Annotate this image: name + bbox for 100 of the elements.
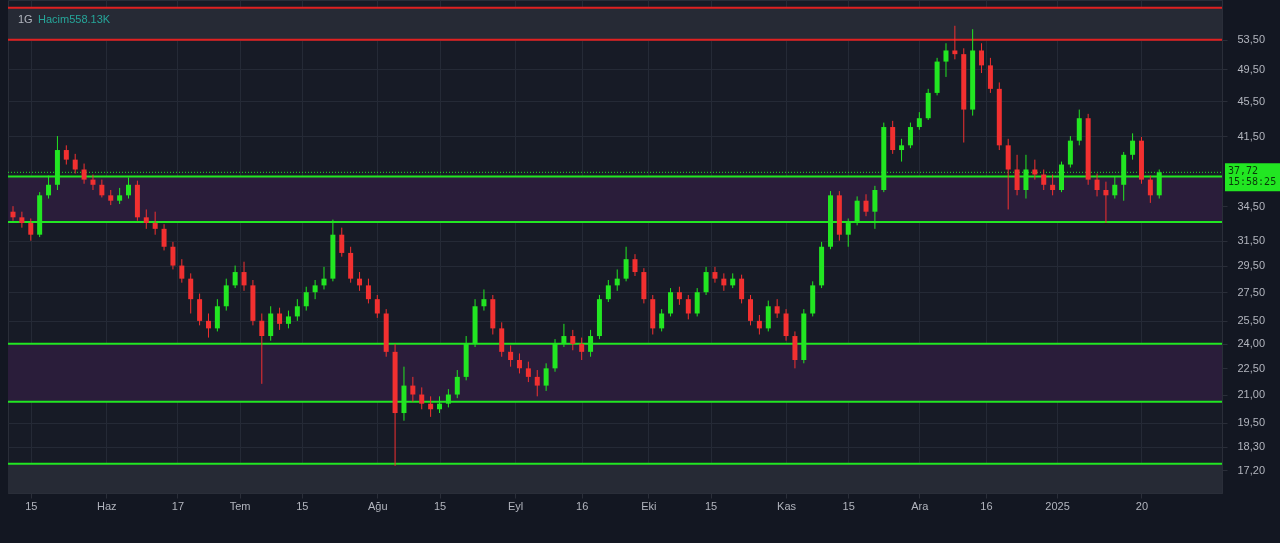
candlestick: [339, 227, 345, 258]
x-tick-label: Tem: [229, 499, 251, 512]
candlestick: [170, 241, 176, 270]
candlestick: [1014, 154, 1020, 196]
candlestick: [863, 193, 869, 217]
candlestick: [294, 298, 300, 322]
candlestick: [28, 217, 34, 242]
text: 1G: [18, 13, 33, 25]
candlestick: [774, 298, 780, 319]
candlestick: [214, 298, 220, 332]
y-tick-label: 24,00: [1237, 337, 1266, 350]
candlestick: [703, 266, 709, 296]
candlestick: [783, 308, 789, 342]
x-tick-label: Ağu: [368, 499, 388, 512]
candlestick: [1032, 159, 1038, 181]
y-tick-label: 49,50: [1237, 62, 1266, 75]
candlestick: [623, 246, 629, 282]
candlestick: [534, 369, 540, 397]
candlestick: [792, 330, 798, 369]
text: 15:58:25: [1228, 176, 1277, 188]
candlestick: [374, 294, 380, 319]
y-tick-label: 27,50: [1237, 285, 1266, 298]
candlestick: [979, 42, 985, 74]
candlestick: [268, 305, 274, 342]
candlestick: [632, 253, 638, 277]
x-tick-label: 17: [171, 499, 185, 512]
candlestick: [543, 362, 549, 392]
candlestick: [987, 57, 993, 94]
candlestick: [1103, 181, 1109, 224]
candlestick: [161, 223, 167, 251]
candlestick: [1041, 169, 1047, 191]
candlestick: [1094, 173, 1100, 197]
y-tick-label: 53,50: [1237, 33, 1266, 46]
x-tick-label: 15: [433, 499, 447, 512]
y-tick-label: 41,50: [1237, 129, 1266, 142]
candlestick: [508, 344, 514, 368]
candlestick: [748, 294, 754, 326]
candlestick: [303, 286, 309, 312]
candlestick: [481, 288, 487, 312]
x-tick-label: 16: [576, 499, 589, 512]
y-tick-label: 45,50: [1237, 94, 1266, 107]
candlestick: [90, 174, 96, 191]
candlestick: [232, 265, 238, 289]
candlestick: [694, 287, 700, 317]
y-tick-label: 29,50: [1237, 259, 1266, 272]
candlestick: [205, 312, 211, 339]
candlestick: [712, 266, 718, 284]
y-tick-label: 25,50: [1237, 314, 1266, 327]
candlestick: [1050, 174, 1056, 196]
x-tick-label: 15: [704, 499, 718, 512]
candlestick: [499, 321, 505, 358]
candlestick: [241, 261, 247, 292]
candlestick: [605, 279, 611, 303]
candlestick: [312, 279, 318, 300]
candlestick: [668, 287, 674, 317]
candlestick: [81, 163, 87, 185]
candlestick: [19, 211, 25, 229]
candlestick: [570, 329, 576, 351]
x-tick-label: 16: [980, 499, 993, 512]
candlestick: [1067, 135, 1073, 169]
x-tick-label: Eyl: [507, 499, 524, 512]
y-tick-label: 18,30: [1237, 440, 1266, 453]
candlestick: [188, 272, 194, 314]
candlestick: [1147, 175, 1153, 204]
candlestick: [365, 278, 371, 304]
candlestick: [143, 208, 149, 230]
candlestick: [1130, 132, 1136, 161]
candlestick: [419, 386, 425, 410]
candlestick: [952, 25, 958, 60]
candlestick: [277, 307, 283, 331]
y-tick-label: 19,50: [1237, 416, 1266, 429]
x-tick-label: 20: [1135, 499, 1149, 512]
x-tick-label: 15: [296, 499, 309, 512]
candlestick: [454, 369, 460, 399]
candlestick: [659, 308, 665, 332]
x-tick-label: Eki: [641, 499, 657, 512]
candlestick: [72, 153, 78, 175]
candlestick: [756, 314, 762, 335]
candlestick: [525, 361, 531, 383]
candlestick: [765, 300, 771, 332]
y-tick-label: 17,20: [1237, 463, 1266, 476]
candlestick: [890, 120, 896, 155]
y-tick-label: 21,00: [1237, 388, 1266, 401]
ref-line-label: 37,72: [1228, 165, 1259, 177]
candlestick: [907, 122, 913, 149]
x-tick-label: Kas: [777, 499, 797, 512]
candlestick: [259, 312, 265, 385]
candlestick: [63, 144, 69, 166]
candlestick: [943, 42, 949, 78]
x-tick-label: Ara: [911, 499, 930, 512]
y-tick-label: 22,50: [1237, 361, 1266, 374]
candlestick: [516, 352, 522, 374]
candlestick: [579, 337, 585, 361]
y-tick-label: 34,50: [1237, 199, 1266, 212]
candlestick: [685, 294, 691, 320]
candlestick: [899, 138, 905, 163]
candlestick: [223, 278, 229, 312]
candlestick: [410, 376, 416, 403]
y-tick-label: 31,50: [1237, 234, 1266, 247]
candlestick: [676, 286, 682, 306]
